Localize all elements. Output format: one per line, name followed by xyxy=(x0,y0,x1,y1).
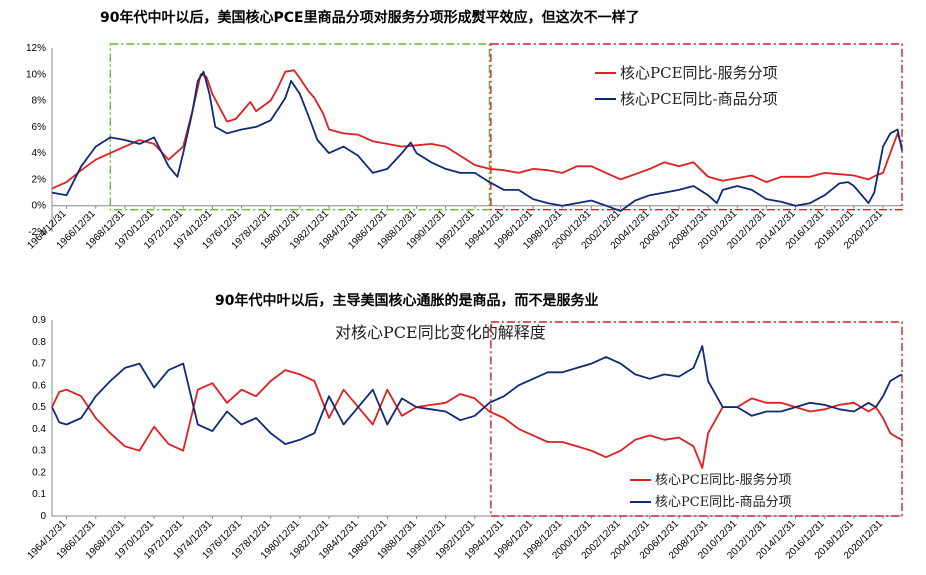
chart2-x-axis: 1964/12/311966/12/311968/12/311970/12/31… xyxy=(26,516,885,562)
c1-y-tick-label: 4% xyxy=(32,148,47,159)
c2-y-tick-label: 0 xyxy=(40,511,46,522)
c2-y-tick-label: 0.2 xyxy=(32,467,46,478)
chart2-legend: 核心PCE同比-服务分项 核心PCE同比-商品分项 xyxy=(630,472,792,510)
c1-y-tick-label: 12% xyxy=(26,43,46,54)
chart2-red-highlight-box xyxy=(490,321,903,517)
chart1-legend: 核心PCE同比-服务分项 核心PCE同比-商品分项 xyxy=(595,64,778,108)
chart1-green-highlight-box xyxy=(109,43,491,211)
chart1-legend-services-label: 核心PCE同比-服务分项 xyxy=(620,64,778,82)
chart2-y-axis: 0.9 0.8 0.7 0.6 0.5 0.4 0.3 0.2 0.1 0 xyxy=(32,315,53,522)
c2-y-tick-label: 0.3 xyxy=(32,446,46,457)
c1-y-tick-label: -2% xyxy=(28,227,46,238)
chart2-subtitle: 对核心PCE同比变化的解释度 xyxy=(335,323,546,342)
c2-y-tick-label: 0.1 xyxy=(32,489,46,500)
c2-y-tick-label: 0.5 xyxy=(32,402,46,413)
chart1-title: 90年代中叶以后，美国核心PCE里商品分项对服务分项形成熨平效应，但这次不一样了 xyxy=(100,9,640,26)
chart2-series-services xyxy=(51,369,903,469)
c2-y-tick-label: 0.6 xyxy=(32,380,46,391)
c1-y-tick-label: 10% xyxy=(26,69,46,80)
c2-y-tick-label: 0.9 xyxy=(32,315,46,326)
c2-y-tick-label: 0.4 xyxy=(32,424,46,435)
c1-y-tick-label: 0% xyxy=(32,201,47,212)
chart2-legend-goods-label: 核心PCE同比-商品分项 xyxy=(655,495,792,510)
chart2-legend-services-label: 核心PCE同比-服务分项 xyxy=(655,472,792,488)
c2-y-tick-label: 0.8 xyxy=(32,337,46,348)
chart2-title: 90年代中叶以后，主导美国核心通胀的是商品，而不是服务业 xyxy=(215,292,598,309)
chart2-series-goods xyxy=(51,345,903,445)
c1-y-tick-label: 2% xyxy=(32,174,47,185)
c1-y-tick-label: 8% xyxy=(32,96,47,107)
c1-y-tick-label: 6% xyxy=(32,122,47,133)
c2-y-tick-label: 0.7 xyxy=(32,359,46,370)
chart1-series-services xyxy=(51,69,903,190)
chart1-legend-goods-label: 核心PCE同比-商品分项 xyxy=(620,90,778,108)
chart1-x-axis: 1964/12/311966/12/311968/12/311970/12/31… xyxy=(26,205,885,252)
chart1-series-goods xyxy=(51,70,903,212)
chart1-y-axis: 12% 10% 8% 6% 4% 2% 0% -2% xyxy=(26,43,53,238)
